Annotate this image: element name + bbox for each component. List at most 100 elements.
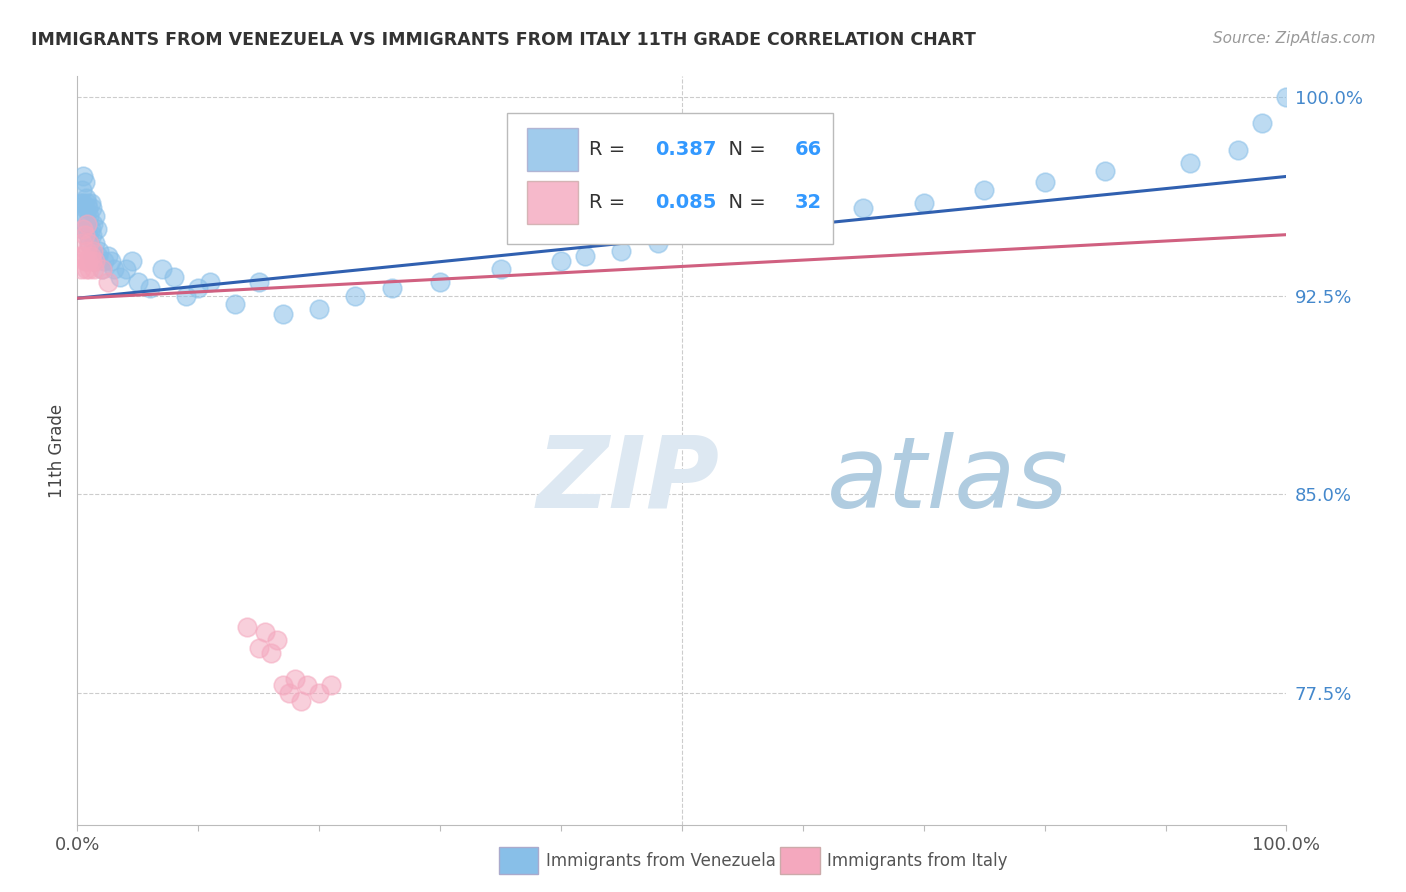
Point bbox=[489, 262, 512, 277]
Point bbox=[308, 301, 330, 316]
Point bbox=[76, 195, 98, 210]
Point bbox=[610, 244, 633, 258]
Text: 0.085: 0.085 bbox=[655, 193, 717, 212]
Text: N =: N = bbox=[716, 140, 772, 159]
Point bbox=[574, 249, 596, 263]
Point bbox=[93, 254, 115, 268]
Point bbox=[260, 646, 283, 660]
Point bbox=[72, 222, 94, 236]
Point bbox=[86, 222, 108, 236]
Point bbox=[84, 235, 107, 250]
Point bbox=[271, 678, 294, 692]
Point bbox=[79, 262, 101, 277]
Text: 66: 66 bbox=[794, 140, 821, 159]
Point bbox=[266, 632, 288, 647]
Point bbox=[96, 249, 118, 263]
Point bbox=[70, 235, 93, 250]
Point bbox=[1251, 116, 1274, 130]
Point bbox=[72, 195, 94, 210]
Point bbox=[79, 209, 101, 223]
Point bbox=[550, 254, 572, 268]
Point bbox=[127, 276, 149, 290]
Point bbox=[121, 254, 143, 268]
Text: 32: 32 bbox=[794, 193, 821, 212]
Text: atlas: atlas bbox=[827, 432, 1069, 529]
Text: IMMIGRANTS FROM VENEZUELA VS IMMIGRANTS FROM ITALY 11TH GRADE CORRELATION CHART: IMMIGRANTS FROM VENEZUELA VS IMMIGRANTS … bbox=[31, 31, 976, 49]
Point bbox=[82, 217, 104, 231]
Point bbox=[247, 640, 270, 655]
Point bbox=[973, 183, 995, 197]
Point bbox=[72, 169, 94, 184]
Point bbox=[90, 262, 112, 277]
Point bbox=[84, 254, 107, 268]
Point bbox=[100, 254, 122, 268]
Point bbox=[163, 270, 186, 285]
Text: 0.387: 0.387 bbox=[655, 140, 717, 159]
Point bbox=[321, 678, 343, 692]
Point bbox=[76, 217, 98, 231]
Point bbox=[80, 201, 103, 215]
Point bbox=[1033, 175, 1056, 189]
Point bbox=[1094, 164, 1116, 178]
Text: N =: N = bbox=[716, 193, 772, 212]
Point bbox=[224, 296, 246, 310]
Point bbox=[79, 195, 101, 210]
Point bbox=[77, 227, 100, 242]
Point bbox=[150, 262, 173, 277]
Point bbox=[83, 254, 105, 268]
Point bbox=[1178, 156, 1201, 170]
Point bbox=[80, 227, 103, 242]
Point bbox=[284, 673, 307, 687]
Point bbox=[381, 280, 404, 294]
Point bbox=[77, 254, 100, 268]
Point bbox=[278, 686, 301, 700]
Point bbox=[75, 262, 97, 277]
Point bbox=[79, 222, 101, 236]
Point bbox=[75, 209, 97, 223]
Point bbox=[73, 227, 96, 242]
Point bbox=[80, 254, 103, 268]
Point bbox=[912, 195, 935, 210]
Text: R =: R = bbox=[589, 140, 631, 159]
Point bbox=[69, 209, 91, 223]
Point bbox=[77, 201, 100, 215]
Point bbox=[70, 262, 93, 277]
Point bbox=[83, 262, 105, 277]
Point bbox=[76, 222, 98, 236]
Point bbox=[792, 209, 814, 223]
Text: Immigrants from Venezuela: Immigrants from Venezuela bbox=[546, 852, 775, 870]
Y-axis label: 11th Grade: 11th Grade bbox=[48, 403, 66, 498]
Text: Source: ZipAtlas.com: Source: ZipAtlas.com bbox=[1212, 31, 1375, 46]
Point bbox=[429, 276, 451, 290]
Point bbox=[73, 254, 96, 268]
Point bbox=[852, 201, 875, 215]
Point bbox=[79, 235, 101, 250]
Point bbox=[290, 693, 312, 707]
Point bbox=[87, 244, 110, 258]
Point bbox=[344, 288, 367, 302]
Point bbox=[96, 276, 118, 290]
Point bbox=[82, 244, 104, 258]
Point bbox=[174, 288, 197, 302]
Text: ZIP: ZIP bbox=[537, 432, 720, 529]
Point bbox=[235, 619, 257, 633]
Point bbox=[695, 222, 717, 236]
Point bbox=[79, 249, 101, 263]
Point bbox=[87, 249, 110, 263]
Point bbox=[200, 276, 222, 290]
Point bbox=[76, 244, 98, 258]
Point bbox=[73, 201, 96, 215]
Point bbox=[79, 235, 101, 250]
Point bbox=[70, 222, 93, 236]
Point bbox=[70, 195, 93, 210]
Point bbox=[295, 678, 318, 692]
Point bbox=[139, 280, 162, 294]
Point bbox=[308, 686, 330, 700]
Point bbox=[108, 270, 131, 285]
Point bbox=[187, 280, 209, 294]
Point bbox=[69, 249, 91, 263]
Point bbox=[247, 276, 270, 290]
Point bbox=[72, 249, 94, 263]
Point bbox=[253, 624, 276, 639]
Point bbox=[84, 209, 107, 223]
